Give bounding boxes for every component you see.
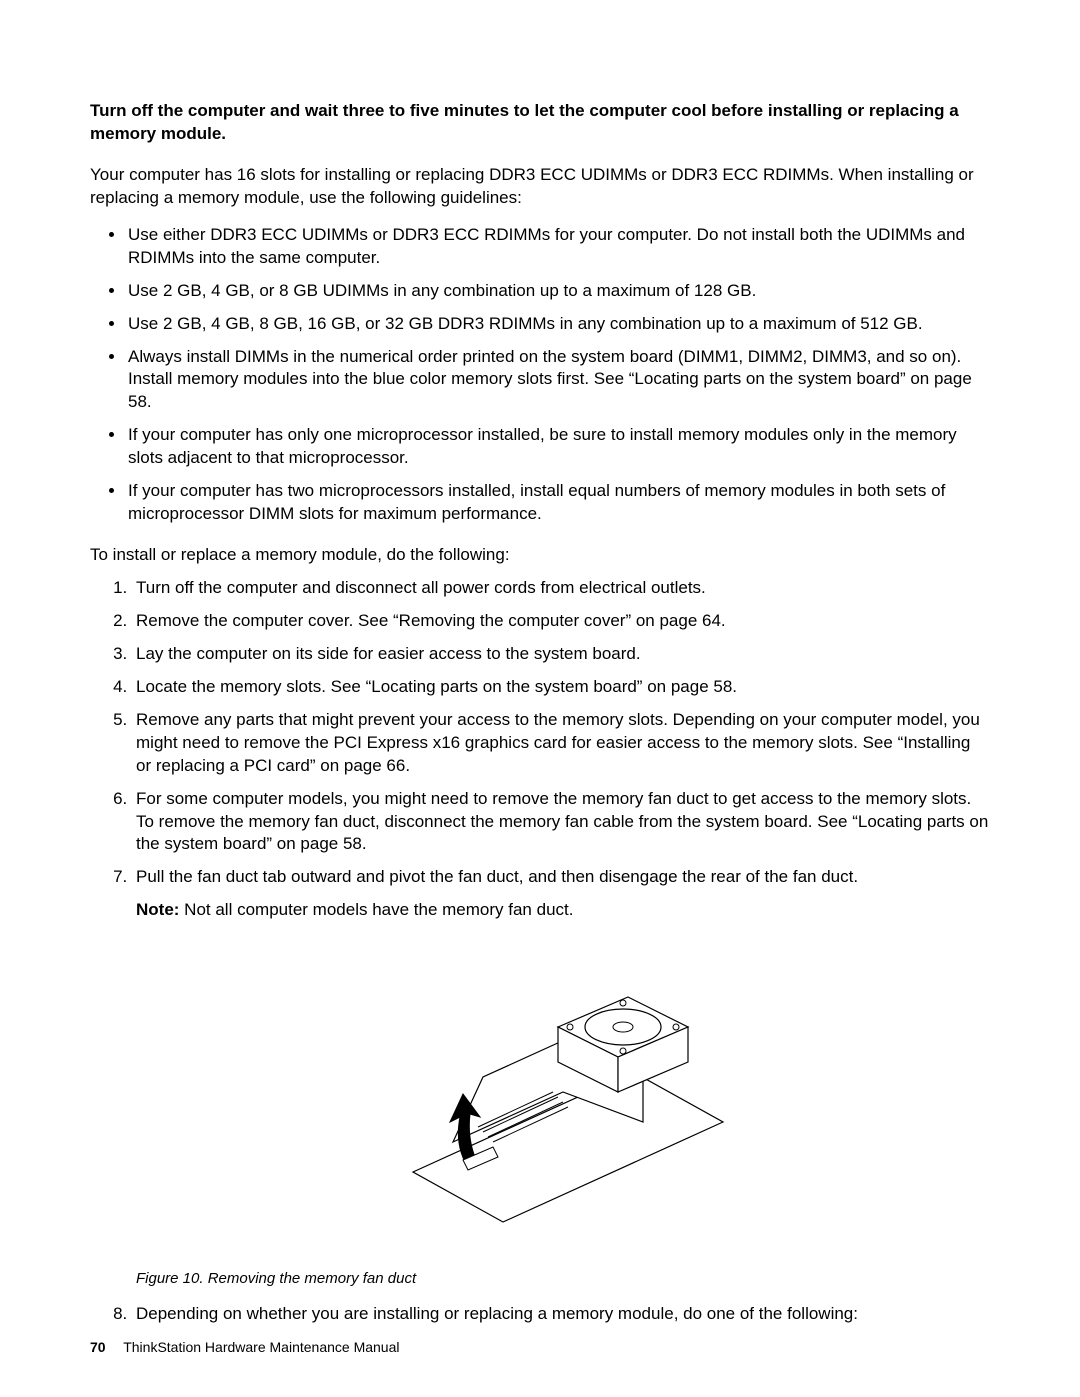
procedure-list: Turn off the computer and disconnect all… (90, 577, 990, 1326)
list-item: If your computer has only one microproce… (126, 424, 990, 470)
step-text: Pull the fan duct tab outward and pivot … (136, 867, 858, 886)
list-item: For some computer models, you might need… (132, 788, 990, 857)
note: Note: Not all computer models have the m… (136, 899, 990, 922)
fan-duct-diagram-icon (383, 952, 743, 1242)
figure-caption: Figure 10. Removing the memory fan duct (136, 1269, 990, 1289)
figure (136, 952, 990, 1249)
footer-title: ThinkStation Hardware Maintenance Manual (123, 1339, 399, 1355)
warning-paragraph: Turn off the computer and wait three to … (90, 100, 990, 146)
list-item: Turn off the computer and disconnect all… (132, 577, 990, 600)
note-label: Note: (136, 900, 179, 919)
list-item: Remove any parts that might prevent your… (132, 709, 990, 778)
list-item: Use either DDR3 ECC UDIMMs or DDR3 ECC R… (126, 224, 990, 270)
guideline-list: Use either DDR3 ECC UDIMMs or DDR3 ECC R… (90, 224, 990, 526)
page-footer: 70 ThinkStation Hardware Maintenance Man… (90, 1338, 399, 1357)
list-item: Pull the fan duct tab outward and pivot … (132, 866, 990, 1289)
page-number: 70 (90, 1339, 106, 1355)
list-item: Use 2 GB, 4 GB, 8 GB, 16 GB, or 32 GB DD… (126, 313, 990, 336)
list-item: Lay the computer on its side for easier … (132, 643, 990, 666)
list-item: If your computer has two microprocessors… (126, 480, 990, 526)
procedure-lead: To install or replace a memory module, d… (90, 544, 990, 567)
list-item: Remove the computer cover. See “Removing… (132, 610, 990, 633)
note-text: Not all computer models have the memory … (179, 900, 573, 919)
list-item: Always install DIMMs in the numerical or… (126, 346, 990, 415)
list-item: Use 2 GB, 4 GB, or 8 GB UDIMMs in any co… (126, 280, 990, 303)
intro-paragraph: Your computer has 16 slots for installin… (90, 164, 990, 210)
document-page: Turn off the computer and wait three to … (0, 0, 1080, 1397)
list-item: Locate the memory slots. See “Locating p… (132, 676, 990, 699)
list-item: Depending on whether you are installing … (132, 1303, 990, 1326)
